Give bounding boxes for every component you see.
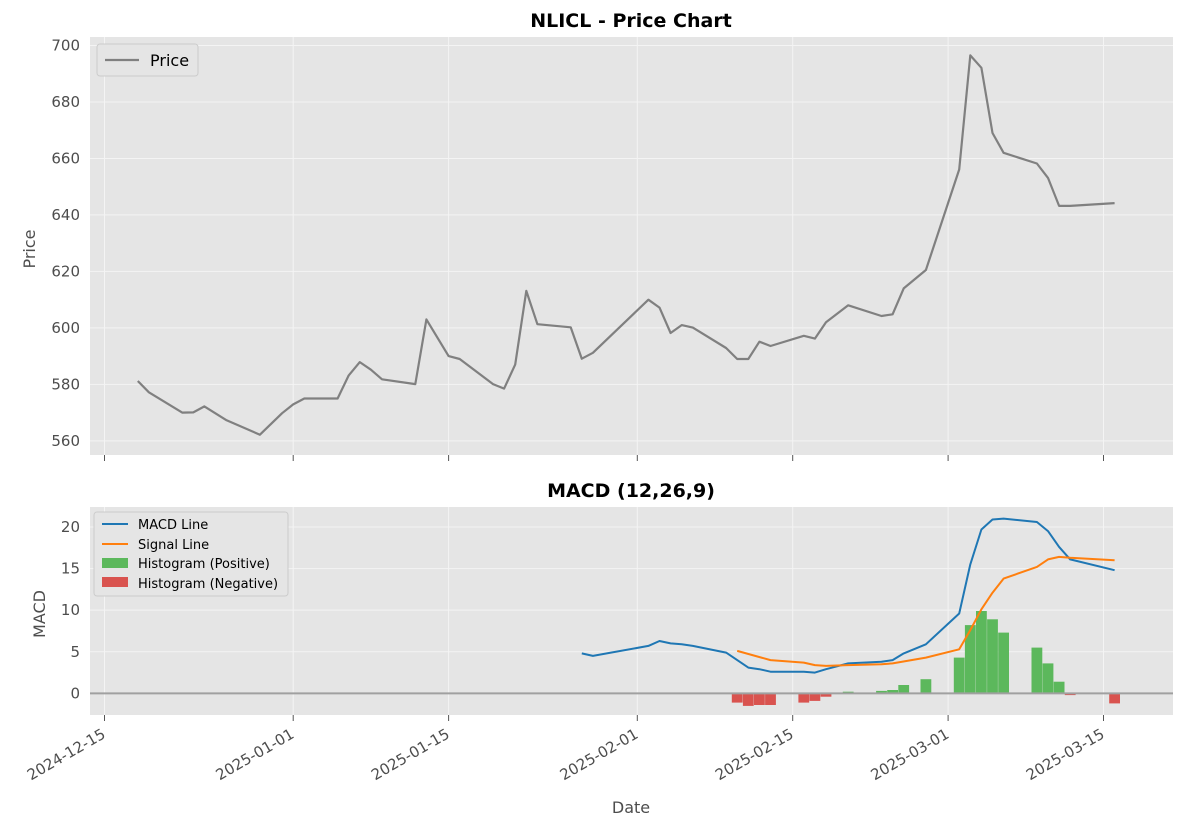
legend-swatch-histogram-positive — [102, 558, 128, 568]
histogram-bar-positive — [1053, 681, 1065, 694]
histogram-bar-negative — [765, 693, 776, 705]
histogram-bar-positive — [976, 611, 987, 694]
legend-label-macd-line: MACD Line — [138, 518, 208, 533]
histogram-bar-positive — [964, 625, 976, 694]
histogram-bar-negative — [820, 693, 832, 697]
x-tick-label: 2024-12-15 — [24, 725, 109, 784]
histogram-bar-negative — [731, 693, 743, 703]
x-tick-label: 2025-01-01 — [213, 725, 298, 784]
price-y-tick-label: 580 — [51, 375, 80, 393]
x-axis-label: Date — [612, 798, 650, 817]
price-panel: NLICL - Price Chart Price 560 580 600 620 64… — [20, 10, 1173, 461]
histogram-bar-positive — [1031, 647, 1043, 694]
macd-y-axis-label: MACD — [30, 590, 49, 638]
price-y-tick-label: 700 — [51, 36, 80, 54]
x-tick-label: 2025-01-15 — [368, 725, 453, 784]
legend-swatch-histogram-negative — [102, 577, 128, 587]
histogram-bar-positive — [987, 619, 998, 694]
price-y-tick-label: 600 — [51, 319, 80, 337]
x-tick-label: 2025-03-15 — [1023, 725, 1108, 784]
price-y-tick-label: 560 — [51, 432, 80, 450]
macd-y-tick-label: 0 — [70, 684, 80, 702]
macd-y-tick-label: 15 — [61, 560, 80, 578]
price-legend-box — [96, 43, 199, 77]
histogram-bar-positive — [920, 679, 932, 694]
macd-panel: MACD (12,26,9) MACD Date 0 5 10 15 20 2024-12… — [24, 480, 1173, 817]
price-line — [137, 54, 1115, 436]
histogram-bar-negative — [1109, 693, 1120, 704]
price-y-tick-label: 640 — [51, 206, 80, 224]
histogram-bar-negative — [809, 693, 821, 701]
histogram-bar-positive — [876, 690, 887, 694]
x-tick-label: 2025-02-15 — [712, 725, 797, 784]
macd-chart-title: MACD (12,26,9) — [547, 480, 715, 502]
price-plot-area: 560 580 600 620 640 660 680 700 — [51, 36, 1173, 461]
price-legend: Price — [96, 43, 199, 77]
macd-legend: MACD Line Signal Line Histogram (Positiv… — [93, 511, 289, 597]
legend-label-histogram-negative: Histogram (Negative) — [138, 577, 278, 592]
signal-line — [736, 555, 1115, 667]
legend-label-signal-line: Signal Line — [138, 538, 209, 553]
price-y-tick-label: 680 — [51, 93, 80, 111]
price-y-tick-label: 660 — [51, 149, 80, 167]
histogram-bar-positive — [1042, 663, 1054, 694]
price-plot-background — [90, 37, 1173, 455]
macd-legend-box — [93, 511, 289, 597]
price-y-axis-label: Price — [20, 229, 39, 268]
histogram-bar-negative — [754, 693, 765, 705]
histogram-bar-positive — [953, 657, 965, 694]
x-tick-label: 2025-03-01 — [868, 725, 953, 784]
price-y-tick-label: 620 — [51, 262, 80, 280]
macd-y-tick-label: 20 — [61, 518, 80, 536]
price-chart-title: NLICL - Price Chart — [530, 10, 732, 32]
histogram-bar-positive — [887, 690, 898, 694]
macd-line — [581, 517, 1115, 674]
price-legend-label: Price — [150, 51, 189, 70]
macd-y-tick-label: 10 — [61, 601, 80, 619]
legend-label-histogram-positive: Histogram (Positive) — [138, 557, 270, 572]
histogram-bar-positive — [998, 632, 1009, 694]
histogram-bar-negative — [798, 693, 810, 703]
macd-y-tick-label: 5 — [70, 643, 80, 661]
x-tick-label: 2025-02-01 — [557, 725, 642, 784]
histogram-bar-negative — [742, 693, 754, 706]
histogram-bar-positive — [898, 685, 910, 694]
